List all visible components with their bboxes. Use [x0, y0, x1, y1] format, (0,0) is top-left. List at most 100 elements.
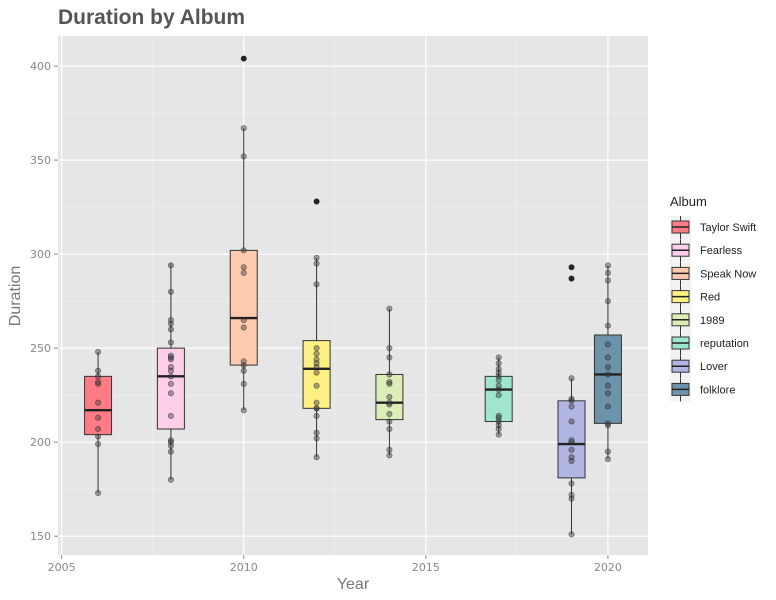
jitter-point: [167, 363, 174, 370]
jitter-point: [167, 373, 174, 380]
box-rect: [302, 340, 331, 409]
legend-title: Album: [670, 194, 707, 209]
jitter-point: [240, 264, 247, 271]
jitter-point: [167, 437, 174, 444]
jitter-point: [240, 316, 247, 323]
legend-entry-7: folklore: [670, 378, 735, 402]
box-4: [375, 308, 404, 456]
jitter-point: [313, 399, 320, 406]
jitter-point: [313, 281, 320, 288]
jitter-point: [386, 378, 393, 385]
jitter-point: [604, 269, 611, 276]
jitter-point: [604, 322, 611, 329]
jitter-point: [313, 350, 320, 357]
y-tick-label: 300: [30, 248, 51, 261]
jitter-point: [313, 429, 320, 436]
legend-label: Fearless: [700, 245, 743, 257]
box-rect: [229, 249, 258, 366]
jitter-point: [568, 395, 575, 402]
jitter-point: [386, 399, 393, 406]
jitter-point: [495, 392, 502, 399]
x-axis-title: Year: [337, 576, 370, 593]
legend-entry-3: Red: [670, 285, 720, 309]
jitter-point: [240, 247, 247, 254]
jitter-point: [313, 435, 320, 442]
jitter-point: [604, 354, 611, 361]
jitter-point: [568, 397, 575, 404]
x-tick-label: 2015: [412, 561, 440, 574]
jitter-point: [167, 448, 174, 455]
box-rect: [156, 347, 185, 430]
tick-layer: 2005 2010 2015 2020 150 200 250 300 350 400: [30, 60, 622, 574]
jitter-point: [167, 316, 174, 323]
jitter-point: [604, 371, 611, 378]
jitter-point: [313, 254, 320, 261]
jitter-point: [568, 375, 575, 382]
jitter-point: [313, 260, 320, 267]
outlier-point: [568, 275, 575, 282]
jitter-point: [604, 298, 611, 305]
jitter-point: [568, 531, 575, 538]
outlier-point: [313, 198, 320, 205]
jitter-point: [495, 431, 502, 438]
jitter-point: [167, 412, 174, 419]
outlier-point: [240, 55, 247, 62]
jitter-point: [95, 367, 102, 374]
jitter-point: [240, 407, 247, 414]
jitter-point: [313, 454, 320, 461]
plot-background: [58, 36, 648, 555]
outlier-point: [568, 264, 575, 271]
jitter-point: [386, 380, 393, 387]
jitter-point: [604, 363, 611, 370]
legend-label: folklore: [700, 384, 735, 396]
box-5: [484, 357, 513, 435]
box-rect: [593, 334, 622, 424]
jitter-point: [313, 405, 320, 412]
jitter-point: [386, 446, 393, 453]
jitter-point: [604, 382, 611, 389]
jitter-point: [167, 288, 174, 295]
jitter-point: [386, 371, 393, 378]
legend: Taylor Swift Fearless Speak Now Red 1989 repu…: [670, 216, 756, 402]
jitter-point: [167, 439, 174, 446]
jitter-point: [167, 390, 174, 397]
jitter-point: [95, 414, 102, 421]
legend-label: 1989: [700, 315, 724, 327]
jitter-point: [495, 365, 502, 372]
chart-title: Duration by Album: [58, 6, 245, 29]
jitter-point: [495, 414, 502, 421]
y-tick-label: 150: [30, 530, 51, 543]
legend-label: Lover: [700, 361, 728, 373]
jitter-point: [240, 125, 247, 132]
legend-entry-2: Speak Now: [670, 262, 756, 286]
x-tick-label: 2005: [48, 561, 76, 574]
jitter-point: [568, 491, 575, 498]
jitter-point: [568, 403, 575, 410]
jitter-point: [167, 380, 174, 387]
box-rect: [375, 373, 404, 421]
jitter-point: [568, 446, 575, 453]
jitter-point: [568, 454, 575, 461]
jitter-point: [313, 356, 320, 363]
box-3: [302, 198, 331, 458]
jitter-point: [495, 360, 502, 367]
jitter-point: [604, 341, 611, 348]
jitter-point: [568, 418, 575, 425]
legend-label: Red: [700, 292, 720, 304]
jitter-point: [95, 378, 102, 385]
jitter-point: [386, 354, 393, 361]
jitter-point: [313, 198, 320, 205]
legend-label: Taylor Swift: [700, 222, 756, 234]
jitter-point: [95, 380, 102, 387]
jitter-point: [386, 394, 393, 401]
jitter-point: [604, 456, 611, 463]
legend-entry-4: 1989: [670, 308, 724, 332]
legend-entry-0: Taylor Swift: [670, 216, 756, 239]
jitter-point: [313, 382, 320, 389]
jitter-point: [240, 380, 247, 387]
jitter-point: [95, 373, 102, 380]
jitter-point: [386, 426, 393, 433]
jitter-point: [386, 401, 393, 408]
jitter-point: [604, 390, 611, 397]
